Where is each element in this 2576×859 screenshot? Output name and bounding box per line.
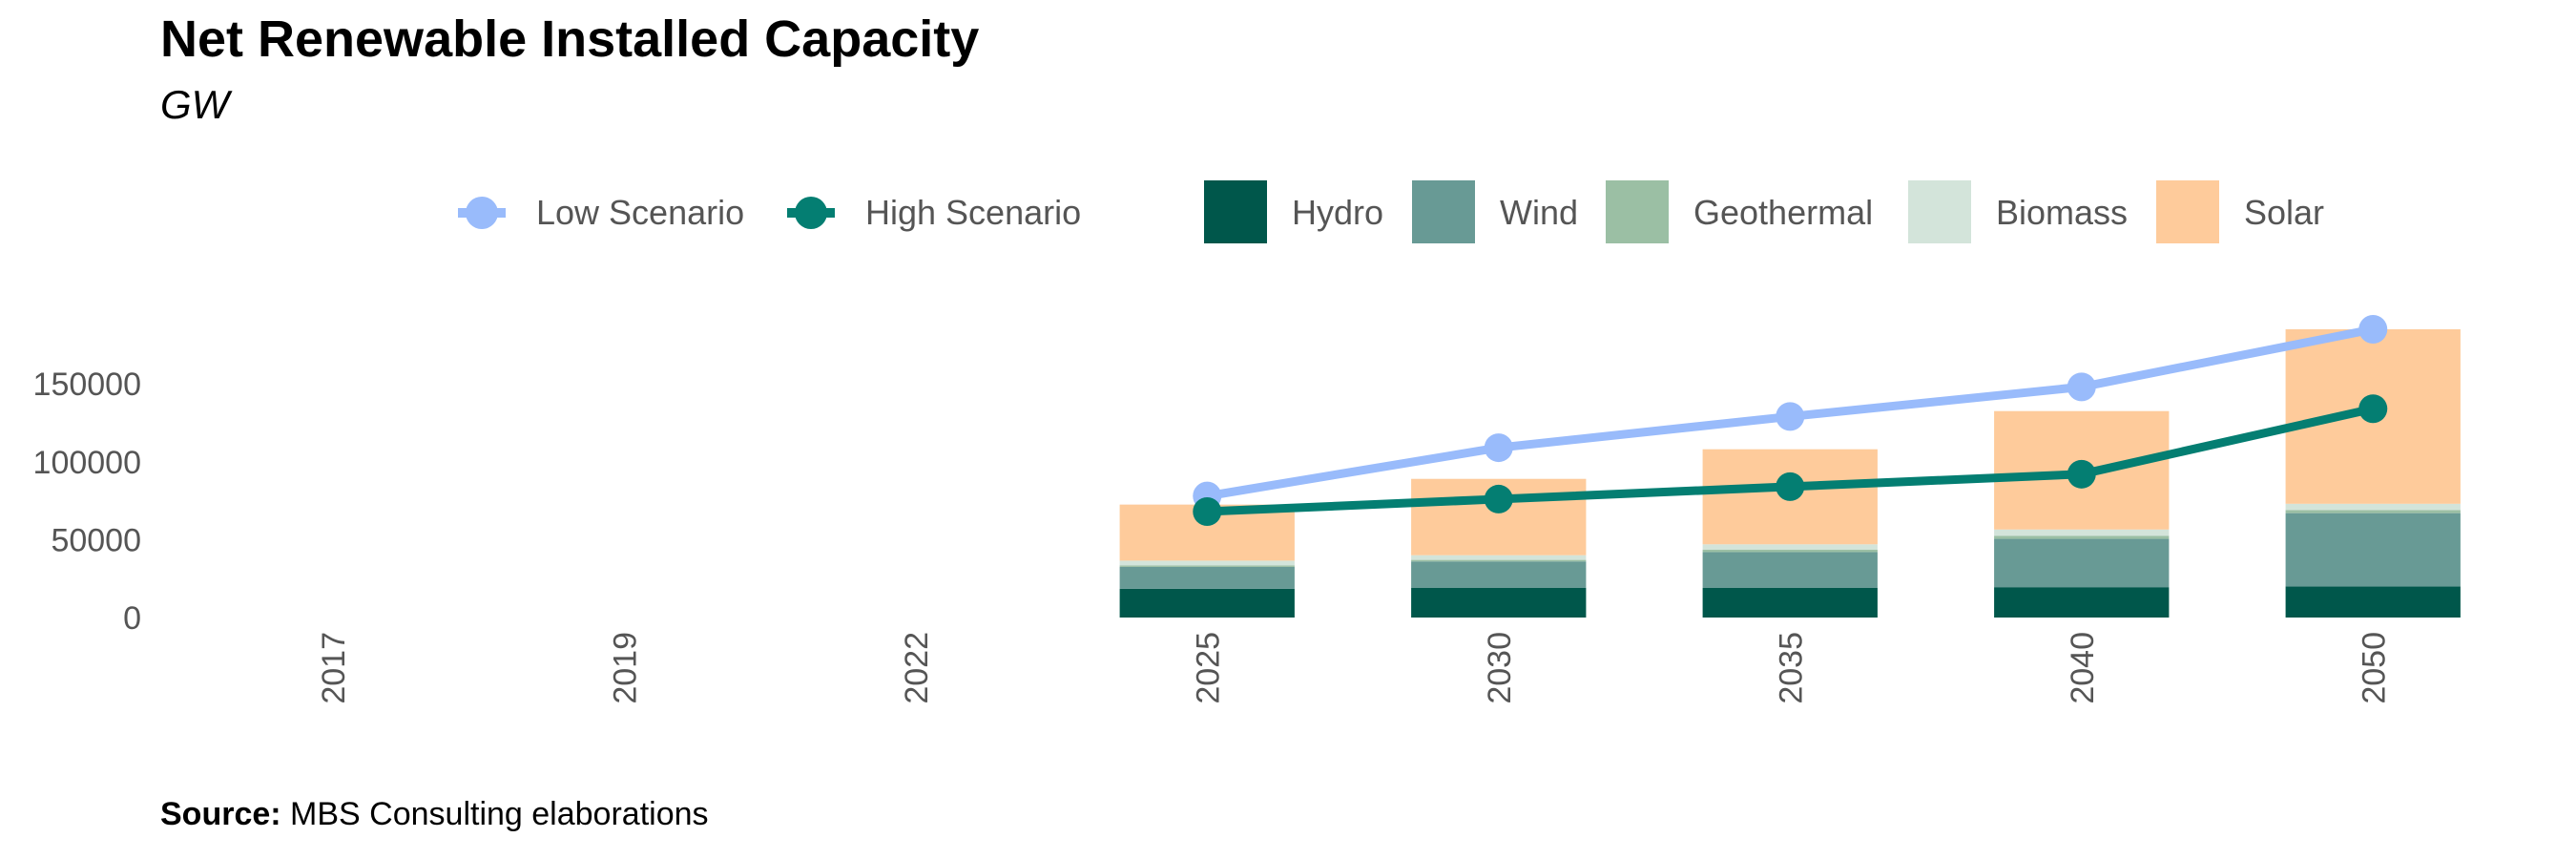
legend-label-biomass: Biomass [1996, 193, 2128, 232]
bar-geothermal [1119, 565, 1295, 567]
source-label: Source: [160, 796, 281, 832]
source-text: MBS Consulting elaborations [290, 796, 709, 832]
chart-title: Net Renewable Installed Capacity [160, 10, 980, 68]
y-tick-label: 100000 [33, 445, 141, 481]
bar-geothermal [2285, 510, 2461, 513]
x-tick-label: 2050 [2356, 632, 2392, 704]
bar-biomass [1411, 555, 1587, 560]
bar-wind [1119, 566, 1295, 589]
point-low-scenario [1776, 402, 1805, 431]
bar-wind [1702, 552, 1878, 588]
legend-marker-low-scenario [466, 197, 498, 229]
bar-wind [2285, 513, 2461, 587]
x-tick-label: 2019 [607, 632, 643, 704]
legend-swatch-solar [2156, 180, 2219, 243]
legend-swatch-geothermal [1606, 180, 1669, 243]
bar-hydro [1119, 588, 1295, 618]
legend-swatch-wind [1412, 180, 1475, 243]
bar-hydro [1994, 587, 2170, 618]
bar-hydro [1702, 587, 1878, 618]
point-low-scenario [2358, 315, 2388, 344]
x-tick-label: 2030 [1482, 632, 1518, 704]
bar-wind [1994, 538, 2170, 588]
y-tick-label: 150000 [33, 367, 141, 403]
bar-hydro [1411, 587, 1587, 618]
bar-geothermal [1411, 559, 1587, 562]
chart-subtitle: GW [160, 82, 230, 127]
point-high-scenario [1776, 471, 1805, 501]
legend-label-geothermal: Geothermal [1693, 193, 1873, 232]
point-high-scenario [2358, 394, 2388, 424]
bar-biomass [1702, 544, 1878, 550]
point-high-scenario [2067, 459, 2096, 489]
point-low-scenario [2067, 372, 2096, 402]
x-tick-label: 2022 [899, 632, 935, 704]
legend-label-high-scenario: High Scenario [865, 193, 1081, 232]
legend-label-hydro: Hydro [1292, 193, 1383, 232]
x-tick-label: 2035 [1773, 632, 1809, 704]
bar-geothermal [1702, 549, 1878, 553]
point-high-scenario [1484, 484, 1513, 513]
chart-source: Source: MBS Consulting elaborations [160, 796, 709, 833]
bar-biomass [1119, 560, 1295, 566]
y-tick-label: 50000 [51, 522, 141, 558]
bar-biomass [2285, 503, 2461, 511]
bar-biomass [1994, 529, 2170, 536]
x-tick-label: 2017 [316, 632, 352, 704]
x-tick-label: 2040 [2065, 632, 2101, 704]
legend-label-solar: Solar [2244, 193, 2324, 232]
legend-swatch-biomass [1908, 180, 1971, 243]
legend-swatch-hydro [1204, 180, 1267, 243]
y-tick-label: 0 [123, 600, 141, 637]
legend-label-wind: Wind [1500, 193, 1578, 232]
legend-marker-high-scenario [795, 197, 827, 229]
x-tick-label: 2025 [1190, 632, 1226, 704]
bar-hydro [2285, 586, 2461, 618]
bar-geothermal [1994, 535, 2170, 539]
legend-label-low-scenario: Low Scenario [536, 193, 744, 232]
bar-wind [1411, 561, 1587, 588]
point-high-scenario [1193, 496, 1222, 526]
point-low-scenario [1484, 433, 1513, 463]
